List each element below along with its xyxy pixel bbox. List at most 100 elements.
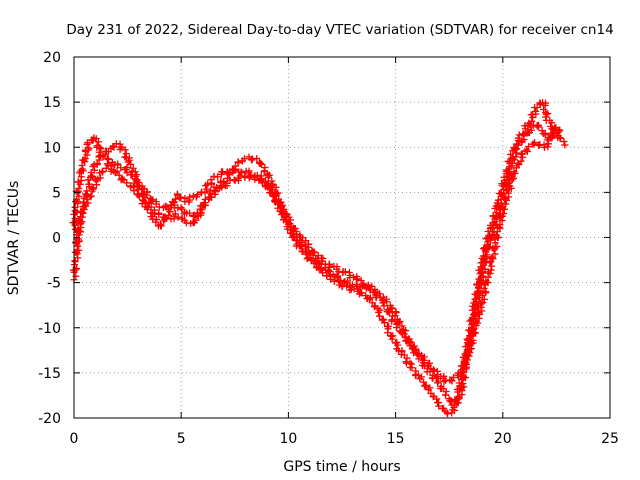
data-point [510,168,518,176]
data-point [380,302,388,310]
x-tick-label: 25 [601,431,619,447]
data-point [94,138,102,146]
data-point [493,209,501,217]
data-point [346,286,354,294]
data-point [299,248,307,256]
data-point [470,325,478,333]
data-point [99,152,107,160]
data-point [350,285,358,293]
data-point [87,192,95,200]
data-point [385,309,393,317]
data-point [424,386,432,394]
data-point [397,328,405,336]
data-point [452,396,460,404]
data-point [455,392,463,400]
data-point [455,379,463,387]
data-point [353,275,361,283]
data-point [139,196,147,204]
data-point [440,378,448,386]
data-point [319,269,327,277]
data-point [74,224,82,232]
data-point [478,307,486,315]
data-point [258,160,266,168]
data-point [489,219,497,227]
data-point [135,181,143,189]
data-point [278,211,286,219]
data-point [381,319,389,327]
data-point [450,403,458,411]
data-point [462,343,470,351]
data-point [117,164,125,172]
data-point [449,373,457,381]
data-point [480,245,488,253]
data-point [476,270,484,278]
data-point [253,155,261,163]
data-point [434,399,442,407]
data-point [76,228,84,236]
data-point [292,227,300,235]
data-point [496,221,504,229]
data-point [127,160,135,168]
data-point [467,345,475,353]
data-point [446,397,454,405]
data-point [425,361,433,369]
data-point [508,174,516,182]
data-point [317,265,325,273]
data-point [398,329,406,337]
data-point [85,144,93,152]
data-point [186,193,194,201]
data-point [234,158,242,166]
data-point [411,346,419,354]
data-point [479,252,487,260]
data-point [472,329,480,337]
data-point [127,171,135,179]
data-point [512,153,520,161]
x-tick-label: 15 [387,431,405,447]
data-point [485,231,493,239]
data-point [310,249,318,257]
data-point [507,150,515,158]
data-point [86,193,94,201]
data-point [230,176,238,184]
data-point [548,119,556,127]
data-point [327,275,335,283]
data-point [95,148,103,156]
data-point [145,199,153,207]
data-point [238,169,246,177]
data-point [482,277,490,285]
chart-title: Day 231 of 2022, Sidereal Day-to-day VTE… [66,22,613,38]
data-point [408,364,416,372]
data-point [309,248,317,256]
data-point [75,227,83,235]
series-trace-b [69,99,569,418]
data-point [130,187,138,195]
data-point [335,276,343,284]
y-tick-label: -5 [47,276,61,292]
data-point [88,185,96,193]
data-point [71,258,79,266]
data-point [272,192,280,200]
y-tick-label: 20 [43,50,61,66]
data-point [499,204,507,212]
data-point [155,210,163,218]
data-point [487,254,495,262]
data-point [71,214,79,222]
data-point [442,388,450,396]
data-point [186,209,194,217]
data-point [148,209,156,217]
data-point [435,402,443,410]
data-point [201,188,209,196]
data-point [500,210,508,218]
data-point [217,183,225,191]
data-point [325,267,333,275]
data-point [75,246,83,254]
data-point [358,289,366,297]
data-point [78,162,86,170]
data-point [82,190,90,198]
data-point [556,134,564,142]
data-point [240,155,248,163]
data-point [264,173,272,181]
data-point [547,129,555,137]
data-point [174,213,182,221]
